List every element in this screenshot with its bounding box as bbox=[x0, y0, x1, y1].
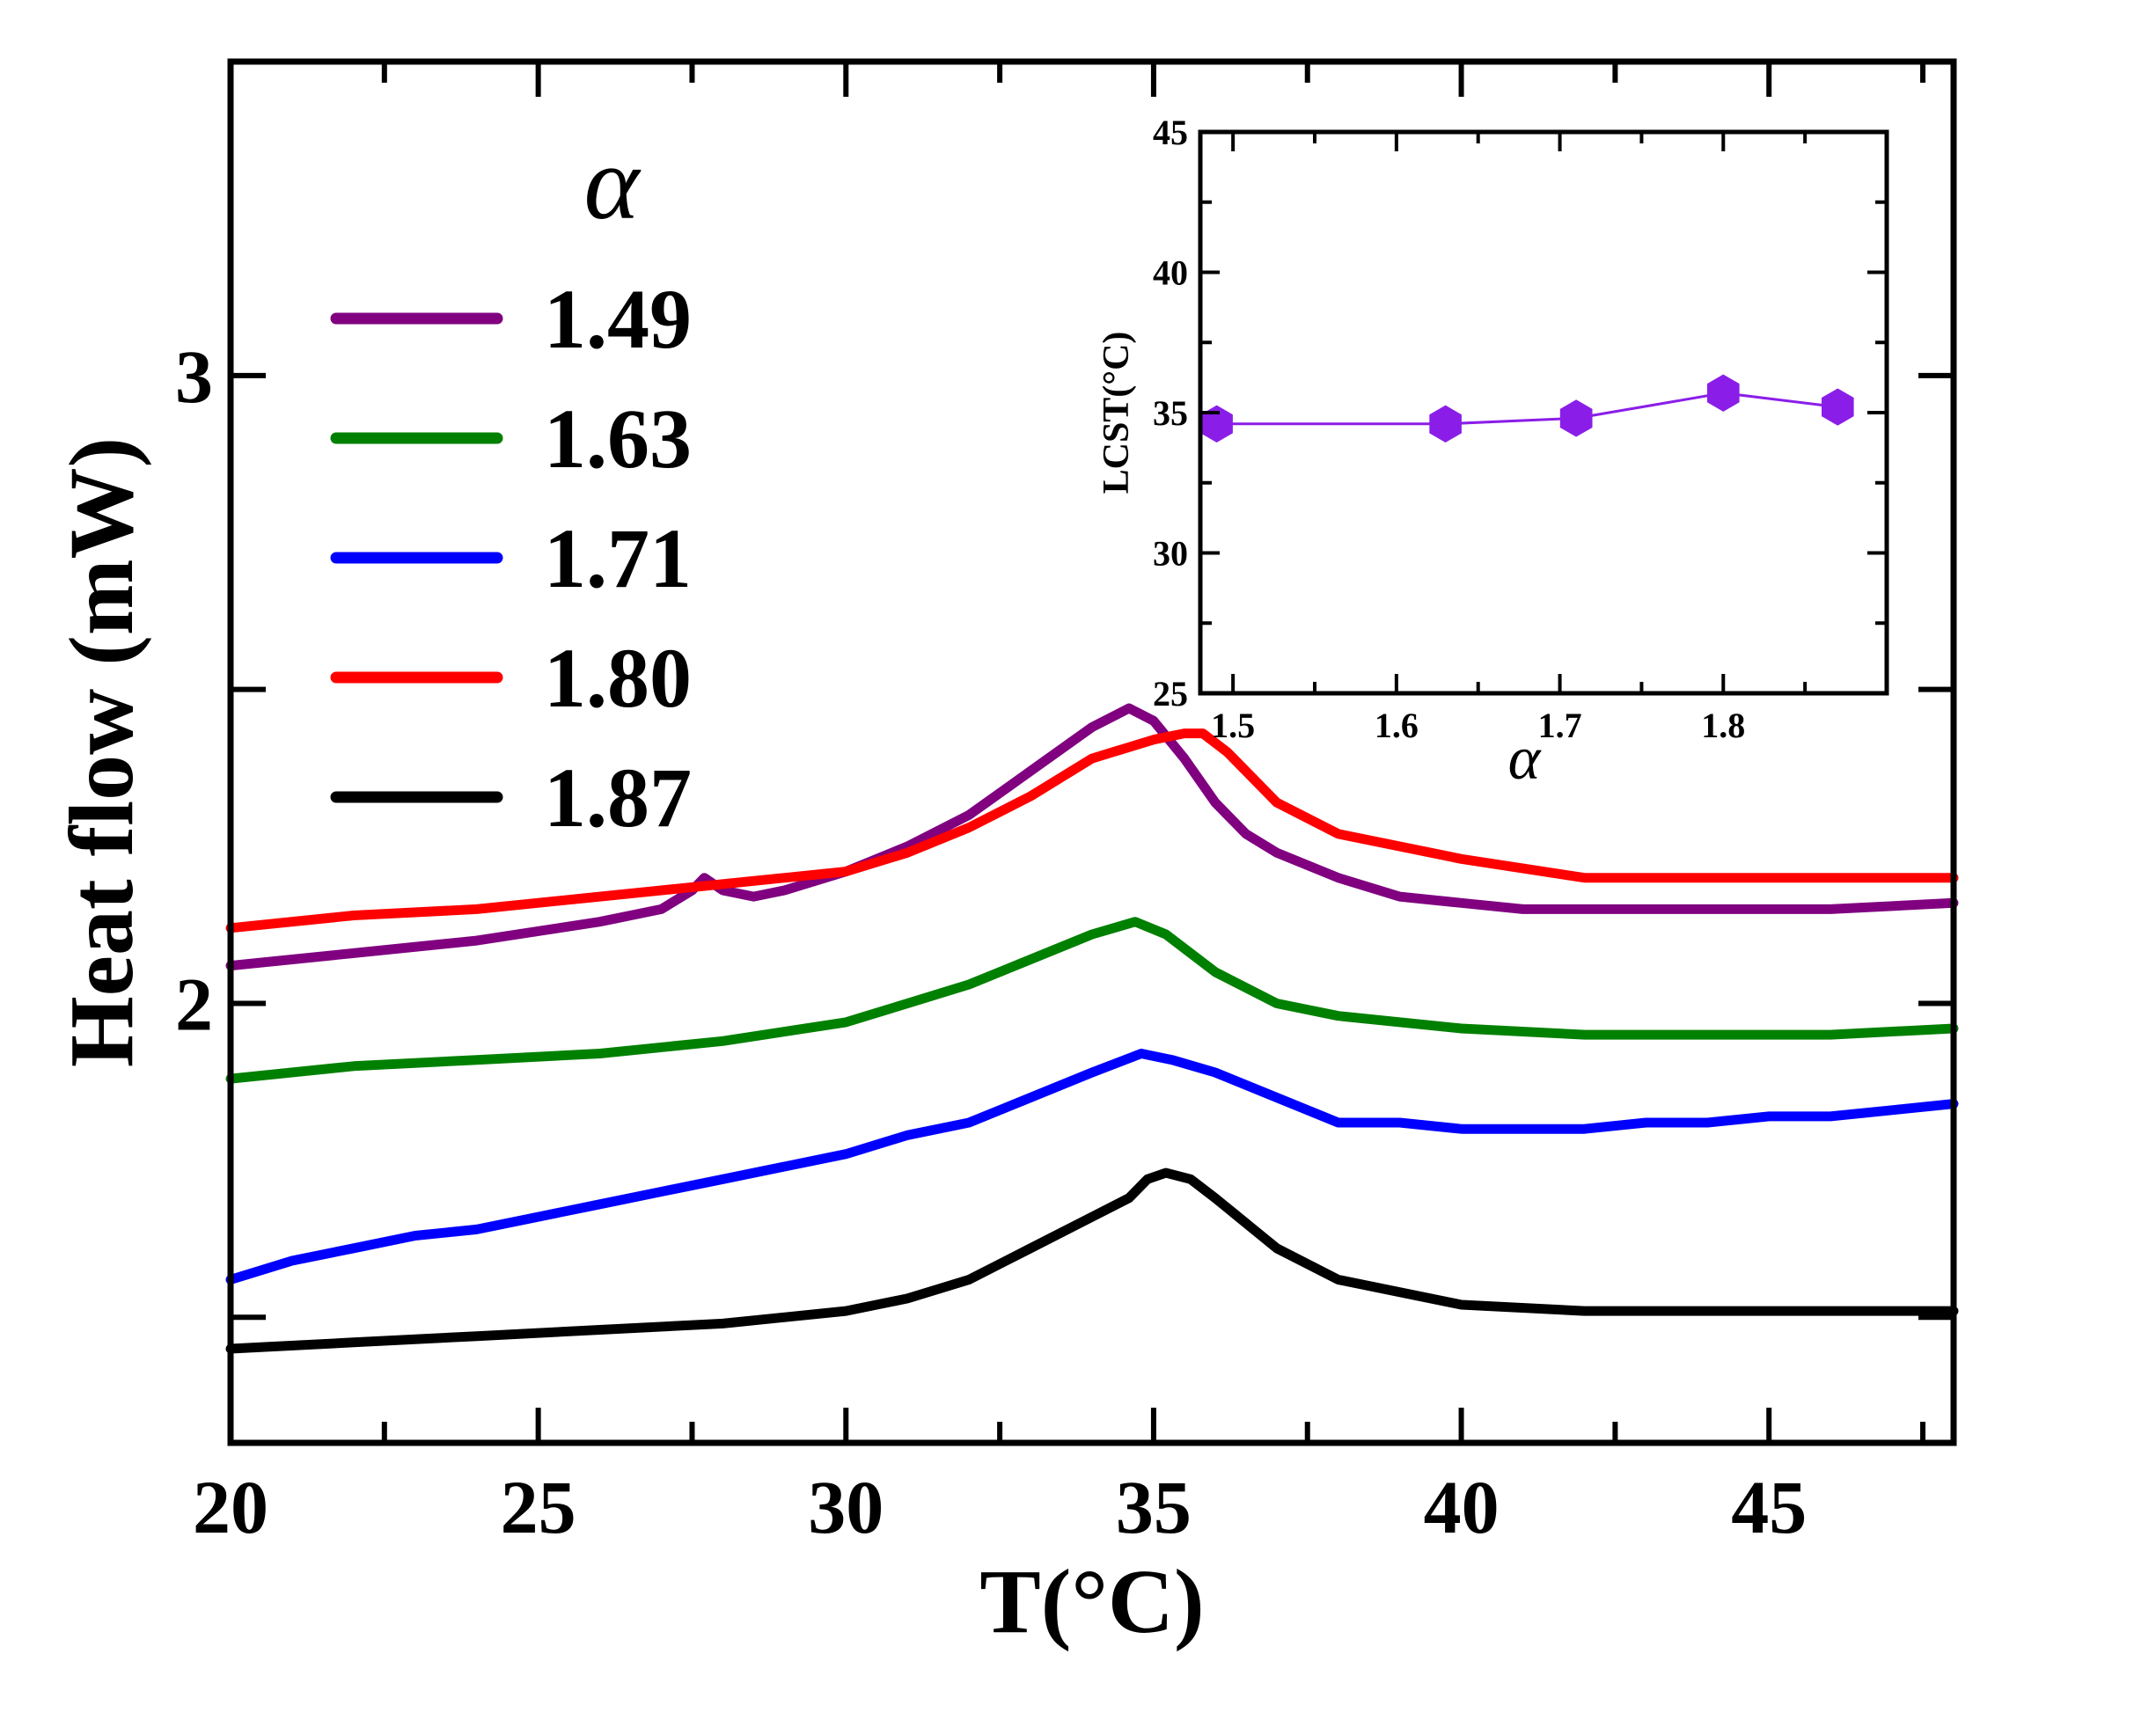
inset-y-tick-label: 35 bbox=[1153, 393, 1188, 433]
main-plot-frame bbox=[227, 58, 1957, 1446]
main-series-group bbox=[225, 703, 1959, 1354]
inset-point-marker bbox=[1429, 405, 1462, 443]
x-tick-label: 20 bbox=[193, 1465, 268, 1549]
inset-y-tick-label: 45 bbox=[1153, 113, 1188, 152]
series-line-1.49 bbox=[225, 703, 1959, 971]
inset-point-marker bbox=[1707, 374, 1740, 412]
series-line-1.71 bbox=[225, 1049, 1959, 1285]
inset-x-tick-label: 1.8 bbox=[1701, 706, 1745, 745]
legend-label-1.80: 1.80 bbox=[544, 631, 692, 725]
inset-point-marker bbox=[1559, 399, 1593, 437]
y-tick-label: 2 bbox=[175, 962, 213, 1046]
inset-y-axis-label: LCST(°C) bbox=[1096, 332, 1137, 494]
legend-items: 1.49 1.63 1.71 1.80 1.87 bbox=[330, 272, 692, 845]
inset-y-tick-label: 25 bbox=[1153, 674, 1188, 714]
legend-label-1.87: 1.87 bbox=[544, 750, 692, 845]
x-tick-label: 35 bbox=[1116, 1465, 1192, 1549]
inset-x-tick-label: 1.5 bbox=[1211, 706, 1255, 745]
legend: α 1.49 1.63 1.71 1.80 1.87 bbox=[330, 124, 692, 845]
inset-x-axis-label: α bbox=[1508, 725, 1542, 793]
main-tick-group: 20 25 30 35 40 45 3 2 bbox=[175, 62, 1954, 1549]
x-tick-label: 45 bbox=[1731, 1465, 1807, 1549]
series-line-1.87 bbox=[225, 1167, 1959, 1354]
x-tick-label: 40 bbox=[1424, 1465, 1500, 1549]
inset-x-tick-label: 1.7 bbox=[1538, 706, 1582, 745]
x-tick-label: 30 bbox=[808, 1465, 884, 1549]
inset-plot: 1.5 1.6 1.7 1.8 25 30 35 40 45 α LCST(°C) bbox=[1096, 113, 1889, 793]
inset-point-marker bbox=[1822, 388, 1854, 426]
main-plot: 20 25 30 35 40 45 3 2 T(°C) Heat flow (mW) bbox=[51, 58, 1959, 1652]
inset-series-group bbox=[1200, 374, 1854, 443]
inset-y-tick-label: 30 bbox=[1153, 534, 1188, 574]
legend-label-1.63: 1.63 bbox=[544, 392, 692, 486]
main-x-axis-label: T(°C) bbox=[979, 1551, 1204, 1652]
legend-label-1.49: 1.49 bbox=[544, 272, 692, 366]
main-y-axis-label: Heat flow (mW) bbox=[51, 437, 152, 1067]
y-tick-label: 3 bbox=[175, 334, 213, 419]
inset-x-tick-label: 1.6 bbox=[1375, 706, 1419, 745]
legend-label-1.71: 1.71 bbox=[544, 511, 692, 605]
series-line-1.63 bbox=[225, 917, 1959, 1084]
legend-title: α bbox=[584, 124, 642, 241]
inset-plot-background bbox=[1200, 132, 1887, 693]
series-line-1.80 bbox=[225, 728, 1959, 933]
inset-tick-group: 1.5 1.6 1.7 1.8 25 30 35 40 45 bbox=[1153, 113, 1888, 745]
x-tick-label: 25 bbox=[501, 1465, 576, 1549]
inset-y-tick-label: 40 bbox=[1153, 253, 1188, 293]
